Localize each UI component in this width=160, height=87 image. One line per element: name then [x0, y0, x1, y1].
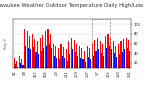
Bar	[98, 49, 99, 73]
Bar	[80, 58, 81, 73]
Bar	[75, 52, 76, 73]
Bar	[87, 46, 88, 73]
Bar	[58, 48, 59, 73]
Bar	[92, 19, 110, 68]
Bar	[63, 47, 64, 73]
Bar	[71, 38, 72, 73]
Bar	[120, 41, 122, 73]
Bar	[76, 44, 77, 73]
Bar	[105, 36, 106, 73]
Bar	[129, 51, 130, 73]
Bar	[34, 39, 36, 73]
Bar	[37, 41, 38, 73]
Bar	[50, 34, 51, 73]
Bar	[45, 31, 46, 73]
Bar	[108, 46, 110, 73]
Bar	[97, 38, 98, 73]
Bar	[25, 46, 26, 73]
Bar	[107, 34, 108, 73]
Bar	[124, 49, 125, 73]
Bar	[56, 58, 57, 73]
Bar	[29, 36, 30, 73]
Bar	[59, 59, 60, 73]
Bar	[88, 57, 89, 73]
Bar	[127, 48, 128, 73]
Bar	[116, 57, 117, 73]
Bar	[27, 31, 28, 73]
Bar	[41, 51, 42, 73]
Bar	[67, 61, 68, 73]
Bar	[90, 59, 91, 73]
Bar	[101, 53, 102, 73]
Bar	[40, 38, 41, 73]
Bar	[17, 67, 18, 73]
Bar	[89, 48, 90, 73]
Bar	[122, 52, 123, 73]
Text: Milwaukee Weather Outdoor Temperature Daily High/Low: Milwaukee Weather Outdoor Temperature Da…	[0, 3, 143, 8]
Bar	[22, 65, 24, 73]
Bar	[36, 52, 37, 73]
Bar	[46, 46, 47, 73]
Bar	[51, 48, 52, 73]
Bar	[81, 48, 82, 73]
Bar	[16, 61, 17, 73]
Bar	[103, 56, 104, 73]
Bar	[30, 49, 31, 73]
Bar	[77, 56, 78, 73]
Bar	[111, 49, 112, 73]
Bar	[85, 62, 86, 73]
Bar	[15, 64, 16, 73]
Bar	[96, 51, 97, 73]
Bar	[38, 54, 39, 73]
Bar	[84, 51, 85, 73]
Bar	[94, 40, 96, 73]
Bar	[53, 44, 54, 73]
Bar	[100, 41, 101, 73]
Bar	[42, 35, 43, 73]
Bar	[48, 44, 50, 73]
Bar	[55, 46, 56, 73]
Bar	[102, 44, 103, 73]
Bar	[21, 59, 22, 73]
Bar	[43, 48, 44, 73]
Bar	[24, 29, 25, 73]
Bar	[113, 41, 114, 73]
Bar	[54, 56, 55, 73]
Bar	[128, 40, 129, 73]
Bar	[33, 47, 34, 73]
Bar	[62, 56, 63, 73]
Text: Temp °F: Temp °F	[4, 37, 8, 50]
Bar	[115, 46, 116, 73]
Bar	[110, 38, 111, 73]
Bar	[28, 48, 29, 73]
Bar	[126, 38, 127, 73]
Bar	[14, 58, 15, 73]
Bar	[72, 49, 73, 73]
Bar	[114, 53, 115, 73]
Bar	[68, 41, 69, 73]
Bar	[118, 44, 119, 73]
Bar	[64, 58, 65, 73]
Bar	[73, 40, 75, 73]
Bar	[47, 29, 48, 73]
Bar	[32, 34, 33, 73]
Bar	[123, 39, 124, 73]
Bar	[106, 48, 107, 73]
Bar	[69, 54, 71, 73]
Bar	[19, 56, 20, 73]
Bar	[93, 56, 94, 73]
Bar	[82, 59, 84, 73]
Bar	[92, 44, 93, 73]
Bar	[79, 46, 80, 73]
Bar	[60, 44, 62, 73]
Bar	[66, 49, 67, 73]
Bar	[119, 54, 120, 73]
Bar	[20, 63, 21, 73]
